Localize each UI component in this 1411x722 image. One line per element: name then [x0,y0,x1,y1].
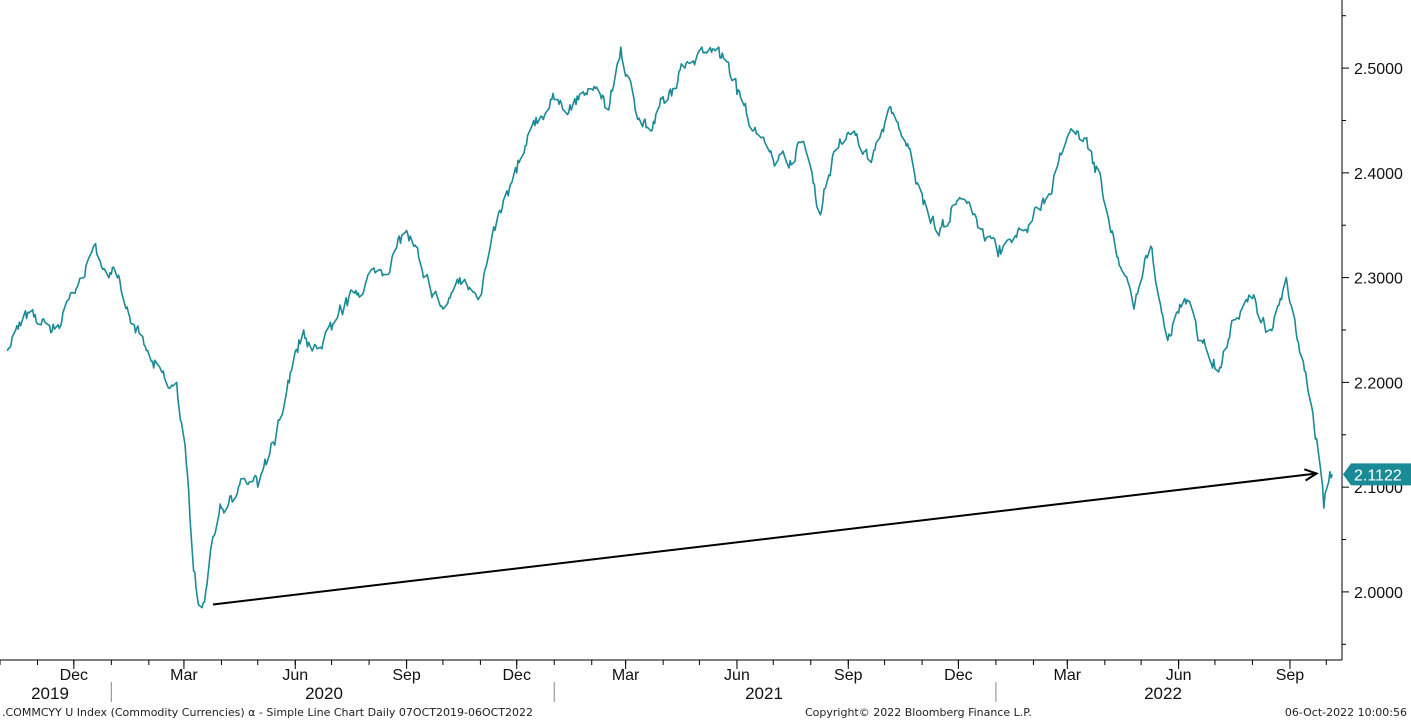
x-ticks: Dec Mar Jun Sep Dec Mar Jun Sep Dec Mar Jun Sep [0,660,1327,702]
y-tick-label: 2.3000 [1354,271,1403,288]
footer-copyright: Copyright© 2022 Bloomberg Finance L.P. [805,706,1032,719]
y-tick-label: 2.4000 [1354,166,1403,183]
x-tick-label: Jun [282,667,308,684]
chart-footer: .COMMCYY U Index (Commodity Currencies) … [0,704,1411,722]
series-line-commodity-currencies [6,46,1334,609]
year-label-2021: 2021 [745,684,783,703]
x-tick-label: Mar [612,667,640,684]
y-tick-label: 2.2000 [1354,375,1403,392]
arrow-head [1303,468,1319,482]
x-tick-label: Jun [724,667,750,684]
x-tick-label: Dec [502,667,530,684]
x-tick-label: Dec [60,667,88,684]
footer-source: .COMMCYY U Index (Commodity Currencies) … [2,706,533,719]
year-label-2019: 2019 [31,684,69,703]
x-tick-label: Sep [392,667,421,684]
y-tick-label: 2.0000 [1354,585,1403,602]
annotation-arrow [212,468,1319,606]
arrow-line [212,472,1317,606]
year-labels: 2019 2020 2021 2022 [31,684,1182,703]
x-tick-label: Jun [1166,667,1192,684]
x-axis: Dec Mar Jun Sep Dec Mar Jun Sep Dec Mar Jun Sep 201… [0,659,1342,703]
year-label-2022: 2022 [1144,684,1182,703]
last-value-badge [1343,463,1411,486]
last-value-label: 2.1122 [1343,463,1411,486]
x-tick-label: Dec [944,667,972,684]
x-tick-label: Sep [1276,667,1305,684]
y-tick-label: 2.5000 [1354,61,1403,78]
footer-timestamp: 06-Oct-2022 10:00:56 [1284,706,1407,719]
x-tick-label: Mar [1054,667,1082,684]
x-tick-label: Sep [834,667,863,684]
last-value-text: 2.1122 [1354,467,1402,484]
year-label-2020: 2020 [305,684,343,703]
x-tick-label: Mar [170,667,198,684]
